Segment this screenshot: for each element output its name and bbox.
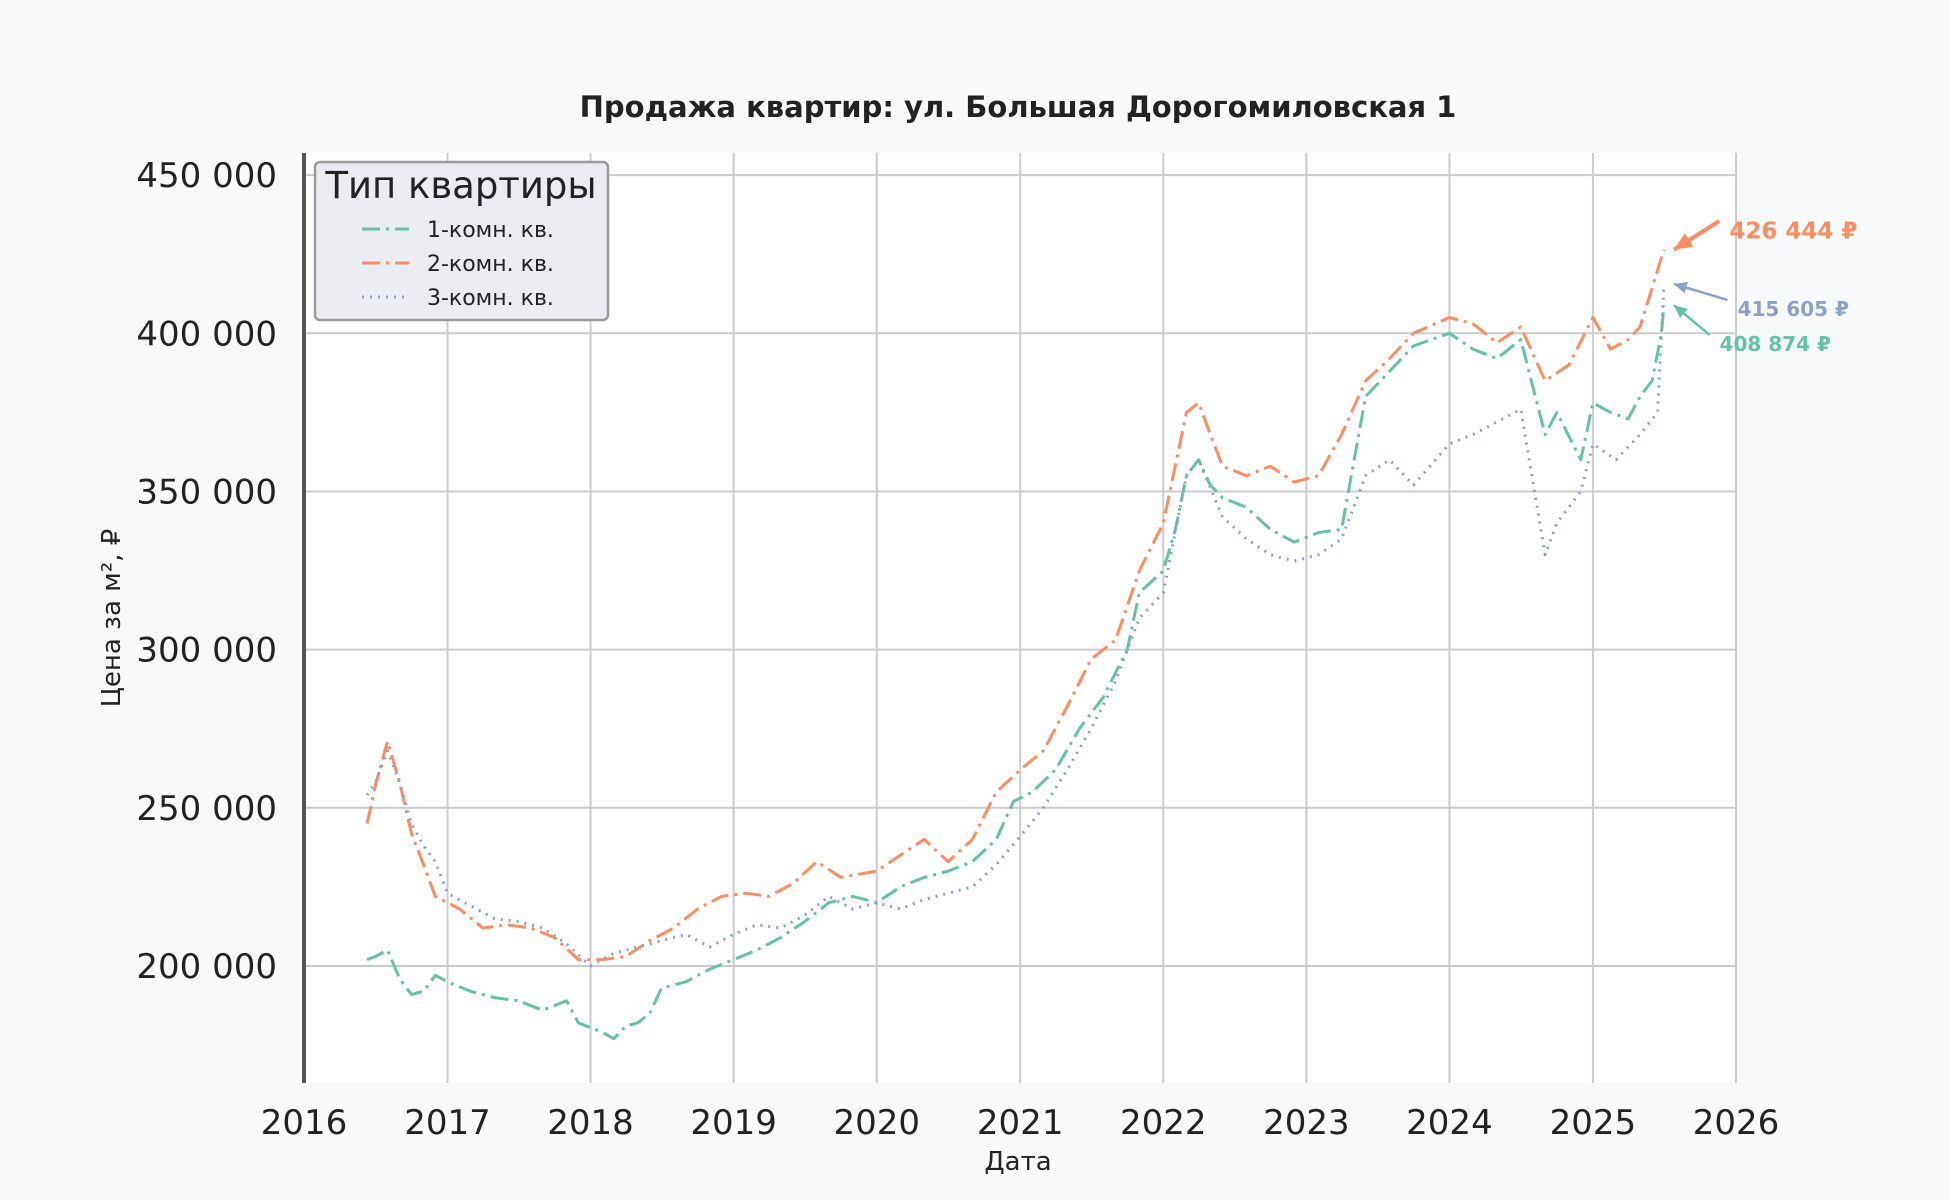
x-tick-label: 2023 [1263,1103,1350,1143]
annotation-label: 408 874 ₽ [1720,332,1831,356]
y-tick-label: 250 000 [136,789,277,829]
legend-label-1: 1-комн. кв. [427,218,554,243]
y-tick-label: 400 000 [136,314,277,354]
x-tick-label: 2024 [1406,1103,1493,1143]
x-tick-label: 2026 [1693,1103,1780,1143]
annotation-label: 426 444 ₽ [1729,218,1857,244]
legend-box [313,160,610,322]
y-axis-label: Цена за м², ₽ [97,529,127,708]
y-tick-label: 300 000 [136,631,277,671]
y-tick-label: 200 000 [136,947,277,987]
series-layer [365,249,1666,1041]
x-tick-label: 2025 [1550,1103,1637,1143]
y-tick-labels: 200 000 250 000 300 000 350 000 400 000 450 0… [136,156,277,987]
legend-label-2: 2-комн. кв. [427,252,554,277]
legend-title: Тип квартиры [324,164,596,207]
y-tick-label: 350 000 [136,472,277,512]
x-axis-label: Дата [984,1147,1051,1177]
x-tick-label: 2021 [977,1103,1064,1143]
x-tick-label: 2016 [261,1103,348,1143]
x-tick-label: 2018 [547,1103,634,1143]
legend: Тип квартиры 1-комн. кв. 2-комн. кв. 3-к… [313,160,610,322]
series-line-3 [365,283,1666,968]
annotations: 426 444 ₽ 415 605 ₽ 408 874 ₽ [1672,218,1857,356]
x-tick-label: 2020 [833,1103,920,1143]
x-tick-label: 2019 [690,1103,777,1143]
series-line-2 [365,249,1666,962]
annotation-arrowhead [1673,233,1694,250]
chart-title: Продажа квартир: ул. Большая Дорогомилов… [580,90,1457,124]
annotation-label: 415 605 ₽ [1738,297,1849,321]
legend-label-3: 3-комн. кв. [427,286,554,311]
x-tick-label: 2017 [404,1103,491,1143]
y-tick-label: 450 000 [136,156,277,196]
grid [304,153,1737,1083]
series-line-1 [366,305,1666,1041]
annotation-arrowhead [1673,305,1688,319]
x-tick-labels: 2016 2017 2018 2019 2020 2021 2022 2023 2024 2025… [261,1103,1780,1143]
x-tick-label: 2022 [1120,1103,1207,1143]
annotation-arrowhead [1673,281,1689,294]
